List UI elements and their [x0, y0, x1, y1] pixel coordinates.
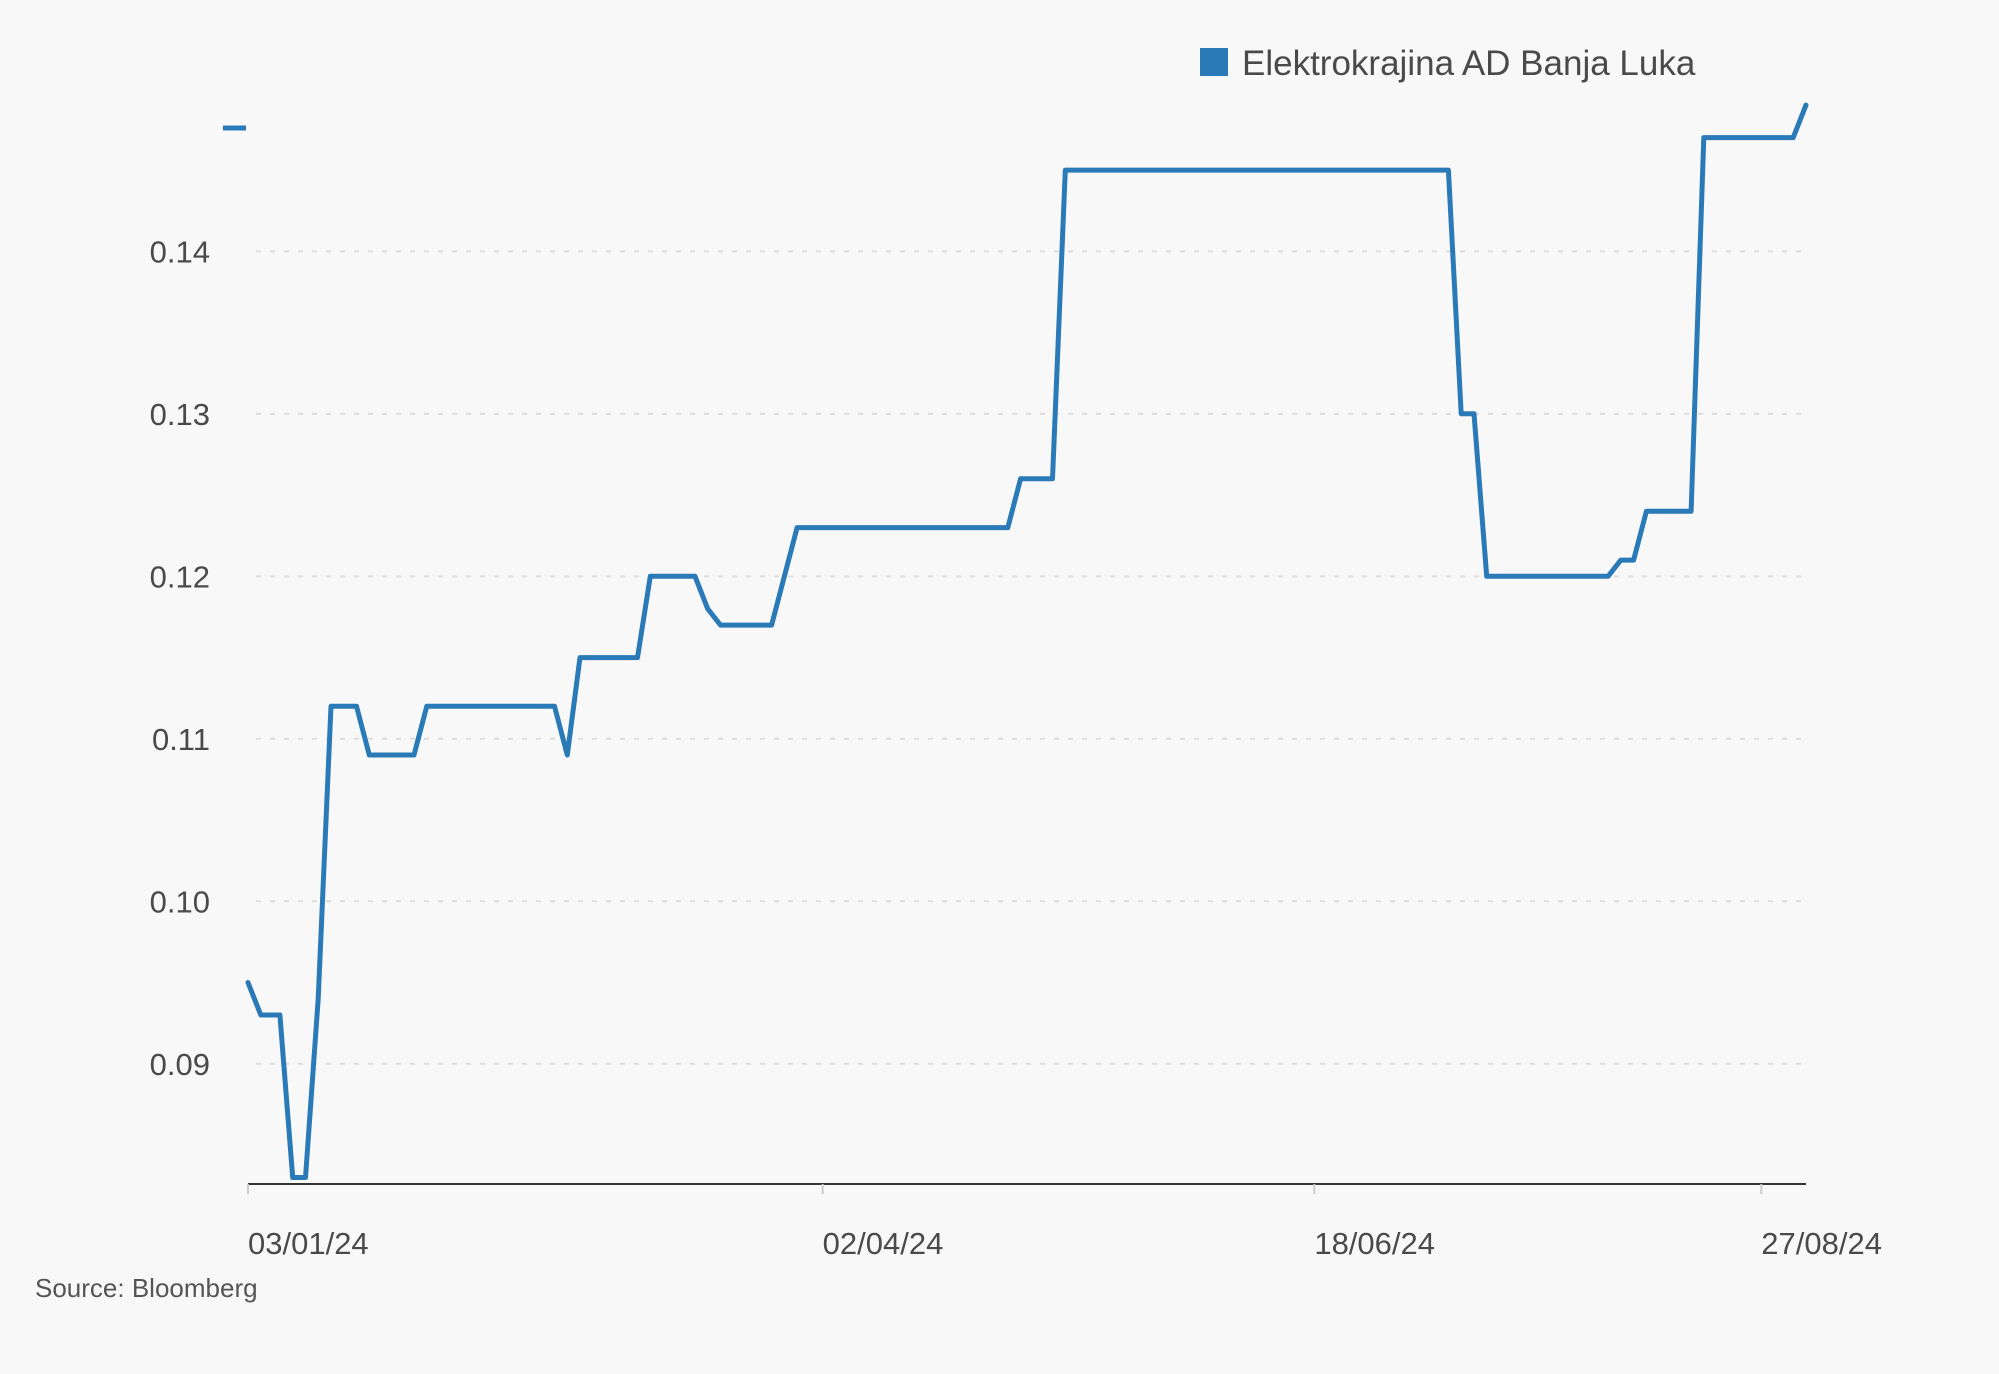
x-axis: 03/01/24 02/04/24 18/06/24 27/08/24: [247, 1183, 1882, 1261]
y-axis: 0.09 0.10 0.11 0.12 0.13 0.14: [150, 125, 246, 1082]
legend-swatch: [1200, 48, 1228, 76]
x-tick-label: 02/04/24: [823, 1226, 944, 1261]
legend: Elektrokrajina AD Banja Luka: [1200, 44, 1696, 83]
gridlines: [256, 250, 1806, 1065]
y-tick-label: 0.10: [150, 884, 210, 919]
x-tick-label: 18/06/24: [1314, 1226, 1435, 1261]
y-tick-label: 0.12: [150, 559, 210, 594]
y-tick-label: 0.14: [150, 234, 210, 269]
source-note: Source: Bloomberg: [35, 1273, 258, 1303]
x-tick-label: 03/01/24: [248, 1226, 369, 1261]
x-tick-label: 27/08/24: [1761, 1226, 1882, 1261]
y-tick-label: 0.11: [152, 722, 210, 757]
series-lines: [245, 102, 1809, 1180]
series-line: [245, 102, 1809, 1180]
y-tick-label: 0.13: [150, 397, 210, 432]
y-tick-label: 0.09: [150, 1047, 210, 1082]
legend-label: Elektrokrajina AD Banja Luka: [1242, 44, 1696, 83]
